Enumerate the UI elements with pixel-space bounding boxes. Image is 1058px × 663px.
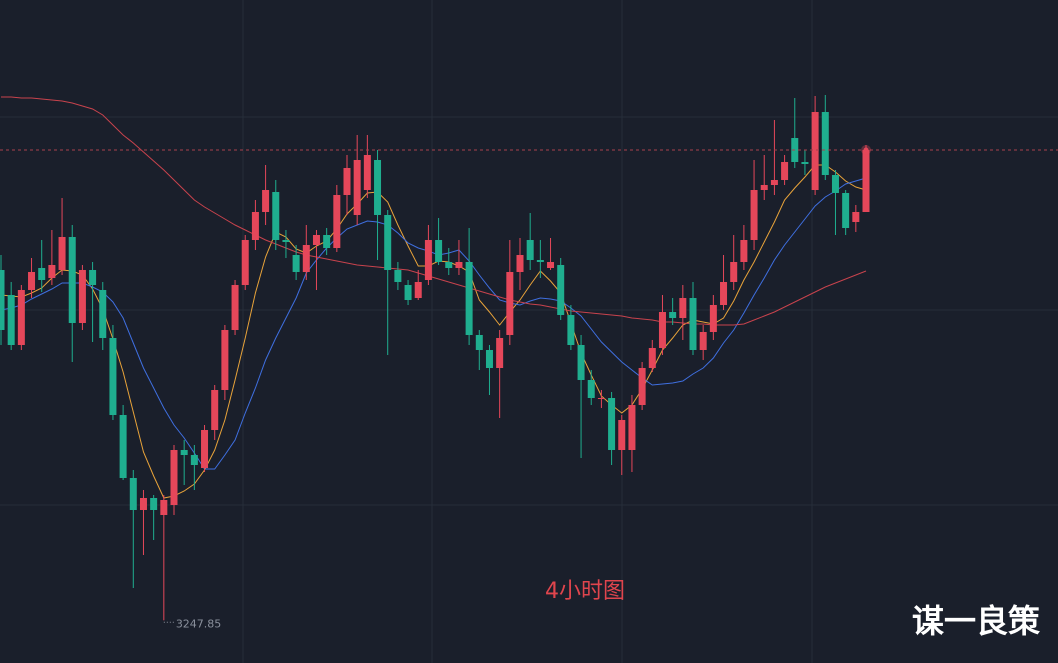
candle-body	[679, 298, 687, 318]
candle-body	[292, 255, 300, 272]
candle-body	[435, 240, 443, 262]
candle-body	[821, 112, 829, 175]
candle-body	[221, 330, 229, 390]
candle-body	[424, 240, 432, 280]
candle-body	[384, 215, 392, 270]
candle-body	[323, 235, 331, 248]
candle-body	[78, 270, 86, 323]
candle-body	[251, 212, 259, 240]
candle-body	[7, 295, 15, 345]
candle-body	[272, 192, 280, 240]
candle-body	[241, 240, 249, 285]
candle-body	[201, 430, 209, 468]
candle-body	[262, 190, 270, 212]
candle-body	[547, 262, 555, 268]
candle-body	[445, 262, 453, 268]
candle-body	[638, 368, 646, 405]
candle-body	[170, 450, 178, 505]
candle-body	[68, 237, 76, 323]
candle-body	[536, 260, 544, 262]
candle-body	[709, 305, 717, 332]
ma-line	[0, 164, 867, 499]
candle-body	[180, 450, 188, 455]
candle-body	[302, 245, 310, 272]
candle-body	[496, 338, 504, 368]
candle-body	[231, 285, 239, 330]
ma-line	[0, 177, 867, 470]
candle-body	[567, 315, 575, 345]
candle-body	[526, 240, 534, 260]
candle-body	[862, 150, 870, 212]
plot: 3247.85	[0, 95, 1058, 630]
candle-body	[48, 265, 56, 278]
candle-body	[58, 237, 66, 270]
candle-body	[485, 350, 493, 368]
ma-line	[1, 96, 867, 326]
candle-body	[160, 500, 168, 515]
candle-body	[516, 255, 524, 272]
candle-body	[475, 335, 483, 350]
candle-body	[831, 175, 839, 193]
candle-body	[414, 282, 422, 298]
candle-body	[506, 272, 514, 335]
candle-body	[17, 290, 25, 345]
last-price-dot	[863, 147, 869, 153]
candle-body	[770, 180, 778, 185]
candle-body	[740, 240, 748, 262]
candle-body	[689, 298, 697, 350]
candle-body	[353, 160, 361, 215]
candle-body	[557, 265, 565, 315]
candle-body	[38, 268, 46, 280]
candle-body	[150, 498, 158, 510]
candle-body	[139, 498, 147, 510]
candle-body	[720, 282, 728, 305]
candle-body	[730, 262, 738, 282]
candle-body	[658, 312, 666, 348]
candle-body	[608, 398, 616, 450]
candle-body	[455, 262, 463, 268]
candle-body	[760, 185, 768, 190]
candle-body	[99, 290, 107, 338]
annotation: 4小时图	[545, 579, 625, 604]
candle-body	[811, 112, 819, 190]
candle-body	[842, 193, 850, 228]
watermark: 谋一良策	[912, 602, 1040, 640]
candle-body	[852, 212, 860, 222]
candle-body	[465, 262, 473, 335]
candle-body	[618, 420, 626, 450]
candle-body	[129, 478, 137, 510]
candle-body	[109, 338, 117, 415]
candle-body	[750, 190, 758, 240]
candle-body	[28, 272, 36, 290]
candle-body	[577, 345, 585, 380]
candle-body	[404, 285, 412, 300]
candle-body	[312, 235, 320, 245]
candle-body	[363, 155, 371, 190]
candle-body	[0, 270, 5, 330]
candle-body	[282, 240, 290, 242]
candle-body	[211, 390, 219, 430]
candle-body	[669, 312, 677, 318]
low-label: 3247.85	[176, 617, 222, 630]
candle-body	[628, 405, 636, 450]
candle-body	[119, 415, 127, 478]
candle-body	[89, 270, 97, 285]
candle-body	[648, 348, 656, 368]
candle-body	[597, 398, 605, 399]
candle-body	[343, 168, 351, 195]
candle-body	[394, 270, 402, 282]
candle-body	[801, 162, 809, 164]
candle-body	[699, 332, 707, 350]
candle-body	[781, 162, 789, 180]
candle-body	[333, 195, 341, 248]
candle-body	[374, 160, 382, 215]
candle-body	[190, 455, 198, 465]
candle-body	[587, 380, 595, 398]
